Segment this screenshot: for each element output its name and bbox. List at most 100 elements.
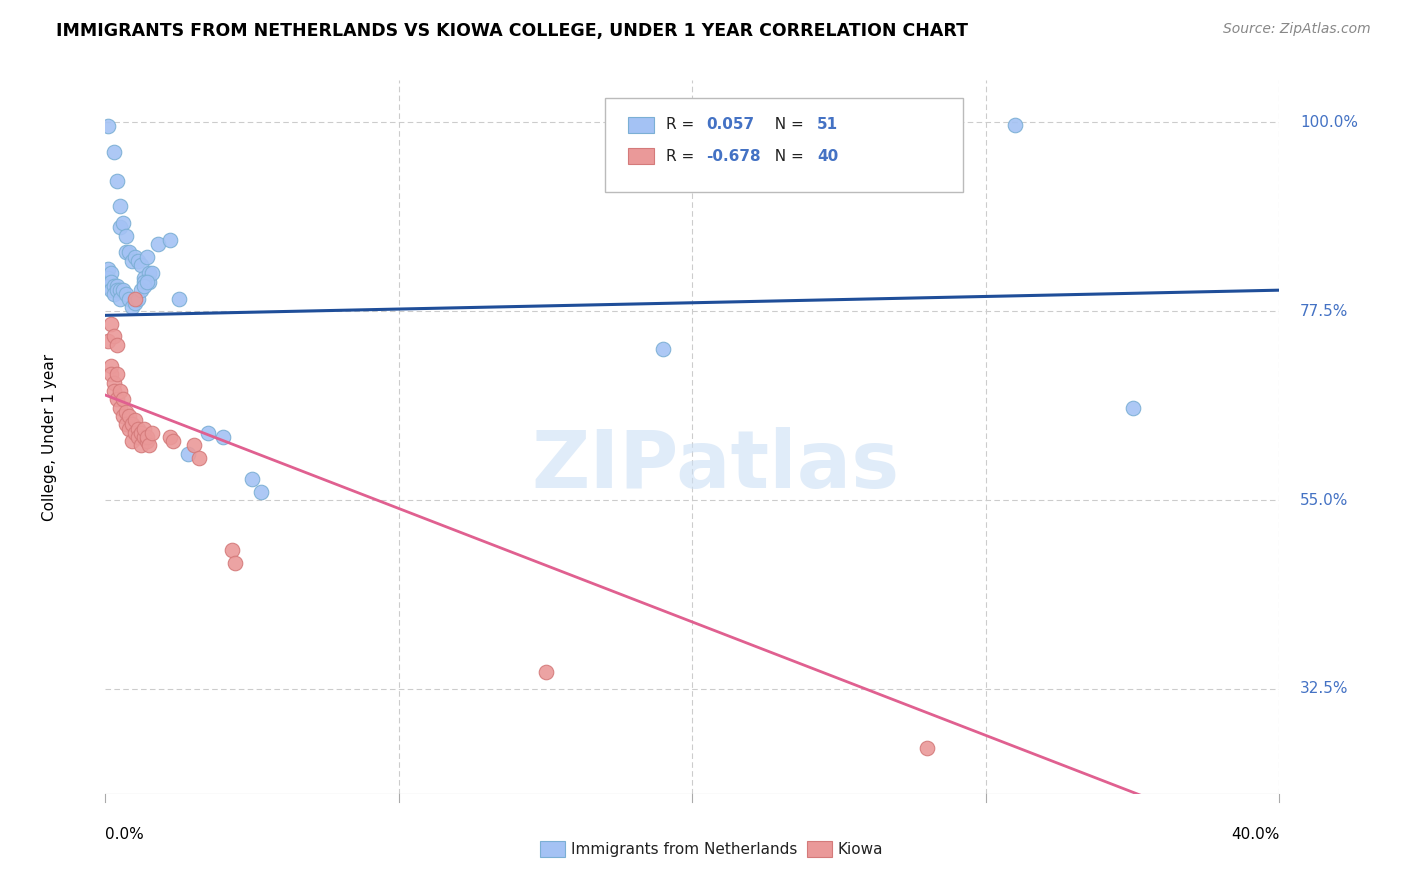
Point — [162, 434, 184, 449]
Point — [124, 413, 146, 427]
Point — [97, 262, 120, 277]
Point — [112, 283, 135, 297]
Point — [108, 384, 131, 398]
Point — [183, 438, 205, 452]
Point — [652, 342, 675, 356]
Text: -0.678: -0.678 — [706, 149, 761, 163]
Point — [115, 405, 138, 419]
Point — [221, 543, 243, 558]
Point — [176, 447, 198, 461]
Point — [115, 245, 138, 260]
Point — [124, 292, 146, 306]
Point — [108, 283, 131, 297]
Point — [105, 392, 128, 407]
Point — [105, 279, 128, 293]
Text: Kiowa: Kiowa — [838, 842, 883, 856]
Text: 0.0%: 0.0% — [105, 828, 145, 842]
Point — [135, 250, 157, 264]
Point — [97, 270, 120, 285]
Point — [127, 430, 149, 444]
Point — [250, 484, 273, 499]
Point — [124, 250, 146, 264]
Point — [103, 384, 125, 398]
Point — [138, 438, 160, 452]
Point — [159, 430, 181, 444]
Point — [135, 434, 157, 449]
Text: N =: N = — [765, 118, 808, 132]
Point — [917, 740, 939, 755]
Point — [108, 292, 131, 306]
Point — [97, 334, 120, 348]
Point — [105, 174, 128, 188]
Point — [100, 317, 122, 331]
Point — [118, 409, 141, 423]
Point — [211, 430, 233, 444]
Point — [127, 422, 149, 436]
Text: 51: 51 — [817, 118, 838, 132]
Point — [129, 258, 152, 272]
Point — [138, 266, 160, 280]
Text: IMMIGRANTS FROM NETHERLANDS VS KIOWA COLLEGE, UNDER 1 YEAR CORRELATION CHART: IMMIGRANTS FROM NETHERLANDS VS KIOWA COL… — [56, 22, 969, 40]
Text: ZIPatlas: ZIPatlas — [531, 426, 900, 505]
Point — [167, 292, 190, 306]
Point — [108, 401, 131, 415]
Text: 100.0%: 100.0% — [1301, 115, 1358, 129]
Point — [141, 266, 163, 280]
Point — [132, 279, 155, 293]
Point — [124, 425, 146, 440]
Point — [148, 237, 170, 252]
Text: R =: R = — [666, 118, 700, 132]
Point — [112, 392, 135, 407]
Text: 55.0%: 55.0% — [1301, 492, 1348, 508]
Point — [100, 283, 122, 297]
Point — [97, 279, 120, 293]
Point — [188, 451, 211, 466]
Point — [115, 287, 138, 301]
Point — [118, 245, 141, 260]
Point — [240, 472, 263, 486]
Point — [112, 409, 135, 423]
Text: 32.5%: 32.5% — [1301, 681, 1348, 697]
Point — [129, 283, 152, 297]
Point — [121, 253, 143, 268]
Point — [103, 376, 125, 390]
Point — [159, 233, 181, 247]
Point — [100, 266, 122, 280]
Point — [127, 253, 149, 268]
Point — [105, 337, 128, 351]
Point — [124, 295, 146, 310]
Text: Source: ZipAtlas.com: Source: ZipAtlas.com — [1223, 22, 1371, 37]
Point — [115, 228, 138, 243]
Point — [97, 120, 120, 134]
Point — [103, 279, 125, 293]
Point — [108, 199, 131, 213]
Point — [118, 292, 141, 306]
Point — [135, 430, 157, 444]
Point — [141, 425, 163, 440]
Point — [1122, 401, 1144, 415]
Text: 0.057: 0.057 — [706, 118, 754, 132]
Point — [135, 275, 157, 289]
Text: College, Under 1 year: College, Under 1 year — [42, 353, 56, 521]
Point — [121, 300, 143, 314]
Text: 77.5%: 77.5% — [1301, 303, 1348, 318]
Text: R =: R = — [666, 149, 700, 163]
Point — [129, 425, 152, 440]
Point — [118, 422, 141, 436]
Point — [105, 283, 128, 297]
Point — [132, 275, 155, 289]
Point — [100, 275, 122, 289]
Point — [121, 417, 143, 432]
Point — [108, 220, 131, 235]
Text: Immigrants from Netherlands: Immigrants from Netherlands — [571, 842, 797, 856]
Text: 40: 40 — [817, 149, 838, 163]
Text: 40.0%: 40.0% — [1232, 828, 1279, 842]
Point — [224, 556, 246, 570]
Point — [132, 270, 155, 285]
Point — [115, 417, 138, 432]
Point — [132, 422, 155, 436]
Point — [138, 275, 160, 289]
Point — [534, 665, 557, 680]
Point — [100, 367, 122, 381]
Point — [127, 292, 149, 306]
